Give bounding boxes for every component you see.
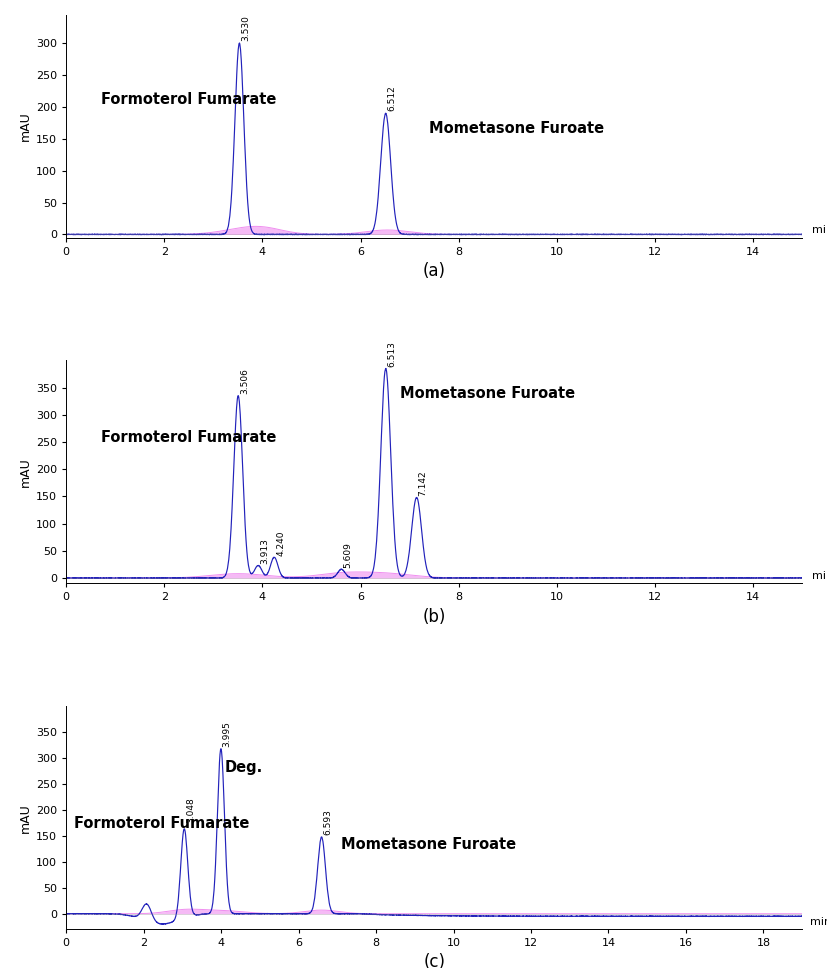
Text: 5.609: 5.609 <box>343 542 352 567</box>
Y-axis label: mAU: mAU <box>19 802 32 832</box>
Text: 6.593: 6.593 <box>323 809 332 835</box>
Text: 7.142: 7.142 <box>418 470 428 496</box>
Text: 3.530: 3.530 <box>241 15 251 42</box>
Text: 6.513: 6.513 <box>388 341 397 367</box>
Text: Formoterol Fumarate: Formoterol Fumarate <box>101 430 276 444</box>
Text: 6.512: 6.512 <box>388 85 397 111</box>
Text: 3.048: 3.048 <box>186 798 195 823</box>
Text: Formoterol Fumarate: Formoterol Fumarate <box>74 816 249 831</box>
Text: Mometasone Furoate: Mometasone Furoate <box>399 386 575 401</box>
Text: Formoterol Fumarate: Formoterol Fumarate <box>101 92 276 106</box>
Y-axis label: mAU: mAU <box>19 111 32 141</box>
Text: min: min <box>812 571 827 581</box>
Text: min: min <box>812 226 827 235</box>
Text: min: min <box>810 917 827 927</box>
Text: Mometasone Furoate: Mometasone Furoate <box>342 837 516 853</box>
Text: Mometasone Furoate: Mometasone Furoate <box>429 121 605 136</box>
Text: 4.240: 4.240 <box>276 530 285 556</box>
Text: 3.506: 3.506 <box>240 368 249 394</box>
Text: 3.913: 3.913 <box>261 538 269 564</box>
Text: (b): (b) <box>423 608 446 625</box>
Text: (c): (c) <box>423 953 445 968</box>
Y-axis label: mAU: mAU <box>19 457 32 487</box>
Text: 3.995: 3.995 <box>222 721 232 747</box>
Text: (a): (a) <box>423 261 446 280</box>
Text: Deg.: Deg. <box>225 760 263 774</box>
